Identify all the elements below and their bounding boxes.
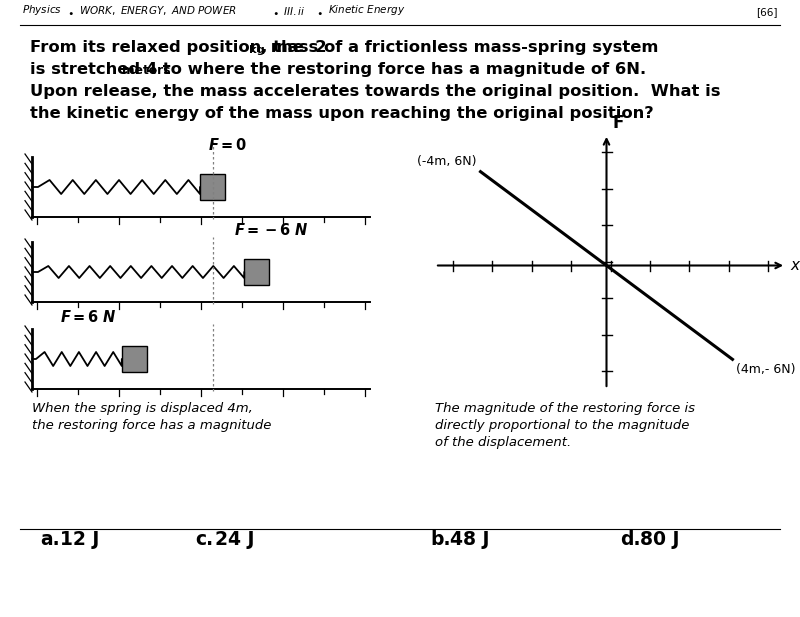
Text: 80 J: 80 J: [640, 530, 679, 549]
Text: From its relaxed position, the  2: From its relaxed position, the 2: [30, 40, 326, 55]
Text: $\bullet$: $\bullet$: [67, 7, 74, 17]
Text: is stretched 4: is stretched 4: [30, 62, 169, 77]
Text: $\boldsymbol{F=-6\ N}$: $\boldsymbol{F=-6\ N}$: [234, 222, 309, 238]
Text: the restoring force has a magnitude: the restoring force has a magnitude: [32, 419, 271, 432]
Text: kg: kg: [249, 45, 265, 55]
Text: 24 J: 24 J: [215, 530, 254, 549]
Text: [66]: [66]: [757, 7, 778, 17]
Text: $\mathit{III.ii}$: $\mathit{III.ii}$: [283, 5, 306, 17]
Text: 12 J: 12 J: [60, 530, 99, 549]
Text: the kinetic energy of the mass upon reaching the original position?: the kinetic energy of the mass upon reac…: [30, 106, 654, 121]
Text: $x$: $x$: [790, 258, 800, 273]
Text: $\mathbf{F}$: $\mathbf{F}$: [613, 114, 625, 132]
Text: d.: d.: [620, 530, 641, 549]
Text: $\mathit{Kinetic\ Energy}$: $\mathit{Kinetic\ Energy}$: [328, 3, 406, 17]
Text: (-4m, 6N): (-4m, 6N): [417, 155, 477, 168]
Text: 48 J: 48 J: [450, 530, 490, 549]
Text: $\boldsymbol{F=6\ N}$: $\boldsymbol{F=6\ N}$: [60, 309, 117, 325]
Text: c.: c.: [195, 530, 213, 549]
Text: directly proportional to the magnitude: directly proportional to the magnitude: [435, 419, 690, 432]
Text: (4m,- 6N): (4m,- 6N): [737, 363, 796, 376]
Bar: [200, 174, 225, 200]
Text: $\bullet$: $\bullet$: [272, 7, 278, 17]
Text: $\mathit{WORK,\ ENERGY,\ AND\ POWER}$: $\mathit{WORK,\ ENERGY,\ AND\ POWER}$: [79, 4, 237, 17]
Bar: [244, 259, 269, 285]
Text: mass of a frictionless mass-spring system: mass of a frictionless mass-spring syste…: [265, 40, 658, 55]
Bar: [122, 346, 147, 372]
Text: of the displacement.: of the displacement.: [435, 436, 571, 449]
Text: Upon release, the mass accelerates towards the original position.  What is: Upon release, the mass accelerates towar…: [30, 84, 721, 99]
Text: $\mathit{Physics}$: $\mathit{Physics}$: [22, 3, 62, 17]
Text: b.: b.: [430, 530, 450, 549]
Text: to where the restoring force has a magnitude of 6N.: to where the restoring force has a magni…: [157, 62, 646, 77]
Text: a.: a.: [40, 530, 60, 549]
Text: The magnitude of the restoring force is: The magnitude of the restoring force is: [435, 402, 695, 415]
Text: $\boldsymbol{F=0}$: $\boldsymbol{F=0}$: [207, 137, 247, 153]
Text: meters: meters: [122, 64, 170, 77]
Text: When the spring is displaced 4m,: When the spring is displaced 4m,: [32, 402, 253, 415]
Text: $\bullet$: $\bullet$: [316, 7, 322, 17]
